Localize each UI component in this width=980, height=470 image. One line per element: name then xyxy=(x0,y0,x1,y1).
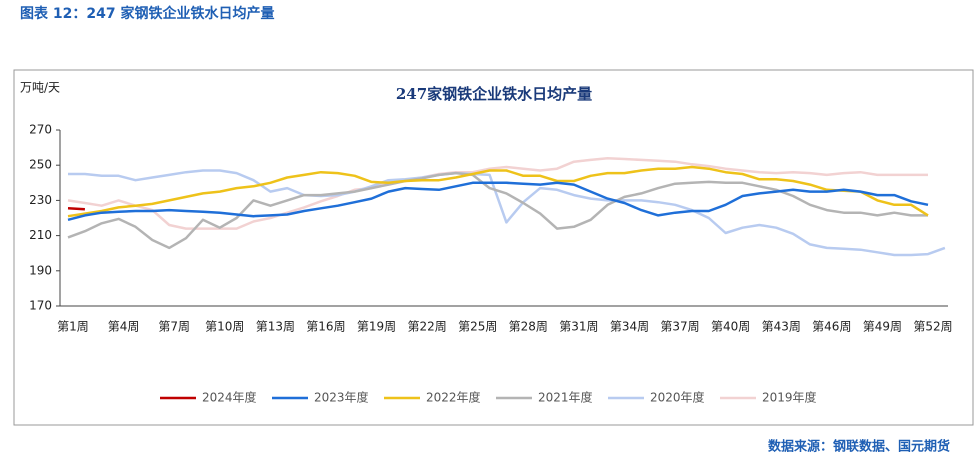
legend-label: 2019年度 xyxy=(762,390,817,405)
x-tick-label: 第34周 xyxy=(610,320,649,334)
x-tick-label: 第10周 xyxy=(205,320,244,334)
x-tick-label: 第16周 xyxy=(306,320,345,334)
x-tick-label: 第25周 xyxy=(458,320,497,334)
x-tick-label: 第37周 xyxy=(660,320,699,334)
x-tick-label: 第43周 xyxy=(762,320,801,334)
legend-label: 2024年度 xyxy=(202,390,257,405)
figure-title: 图表 12：247 家钢铁企业铁水日均产量 xyxy=(20,5,274,22)
legend-label: 2021年度 xyxy=(538,390,593,405)
y-tick-label: 190 xyxy=(29,263,52,277)
source: 数据来源：钢联数据、国元期货 xyxy=(768,439,950,455)
x-tick-label: 第1周 xyxy=(57,320,89,334)
series-line xyxy=(67,156,928,230)
y-tick-label: 270 xyxy=(29,123,52,137)
x-tick-label: 第4周 xyxy=(108,320,140,334)
chart-title: 247家钢铁企业铁水日均产量 xyxy=(396,85,592,103)
series-line xyxy=(68,169,946,257)
series-line xyxy=(67,165,929,218)
x-tick-label: 第40周 xyxy=(711,320,750,334)
y-tick-label: 230 xyxy=(29,193,52,207)
chart-frame xyxy=(13,69,974,426)
y-axis-label: 万吨/天 xyxy=(20,81,60,95)
x-tick-label: 第19周 xyxy=(357,320,396,334)
x-tick-label: 第46周 xyxy=(812,320,851,334)
y-tick-label: 170 xyxy=(29,299,52,313)
legend-label: 2022年度 xyxy=(426,390,481,405)
series-line xyxy=(67,171,928,250)
x-tick-label: 第52周 xyxy=(913,320,952,334)
series-line xyxy=(67,207,85,211)
legend-label: 2020年度 xyxy=(650,390,705,405)
y-tick-label: 210 xyxy=(29,228,52,242)
legend-label: 2023年度 xyxy=(314,390,369,405)
x-tick-label: 第13周 xyxy=(256,320,295,334)
x-tick-label: 第22周 xyxy=(407,320,446,334)
series-line xyxy=(67,181,929,222)
x-tick-label: 第49周 xyxy=(863,320,902,334)
x-tick-label: 第7周 xyxy=(158,320,190,334)
y-tick-label: 250 xyxy=(29,158,52,172)
x-tick-label: 第31周 xyxy=(559,320,598,334)
x-tick-label: 第28周 xyxy=(509,320,548,334)
